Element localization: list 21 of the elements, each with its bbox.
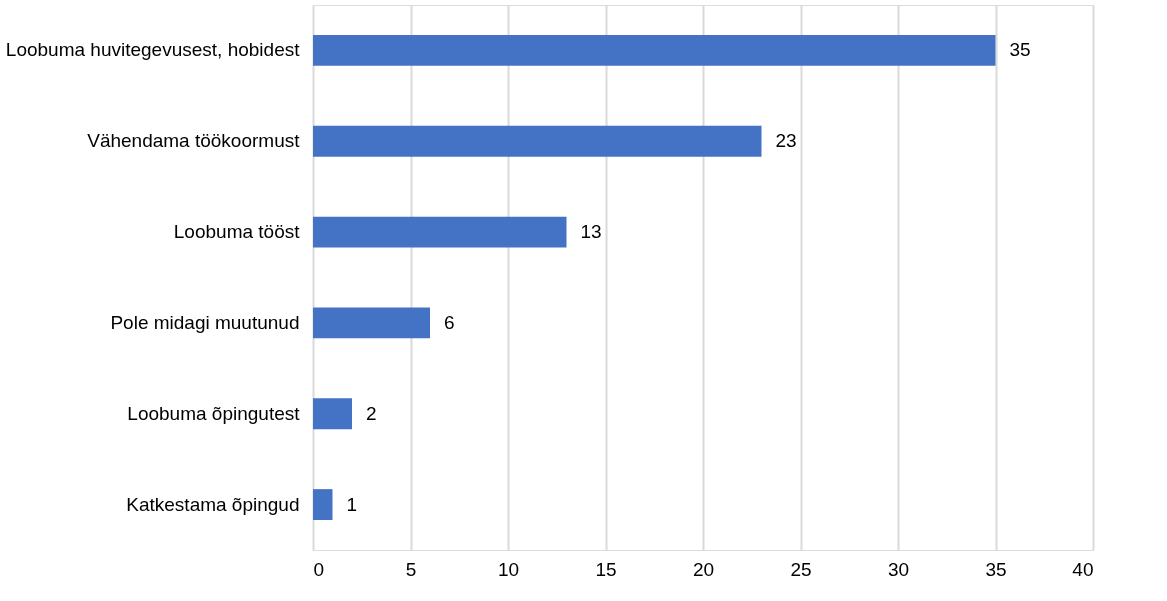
data-label: 2 (366, 402, 377, 424)
y-tick-label: Loobuma huvitegevusest, hobidest (5, 39, 301, 61)
data-label: 1 (346, 493, 358, 515)
y-tick-label: Loobuma õpingutest (127, 402, 301, 424)
x-tick-label: 25 (790, 558, 812, 580)
data-label: 6 (444, 311, 455, 333)
x-tick-label: 40 (1072, 558, 1094, 580)
y-tick-label: Vähendama töökoormust (87, 130, 301, 152)
x-tick-label: 10 (497, 558, 520, 580)
y-tick-label: Pole midagi muutunud (110, 311, 300, 333)
x-tick-label: 30 (887, 558, 910, 580)
data-label: 23 (775, 130, 797, 152)
x-tick-label: 5 (405, 558, 417, 580)
data-label: 13 (580, 221, 602, 243)
y-tick-label: Loobuma tööst (173, 221, 301, 243)
x-tick-label: 15 (595, 558, 617, 580)
data-label: 35 (1009, 39, 1031, 61)
y-tick-label: Katkestama õpingud (126, 493, 300, 515)
x-tick-label: 35 (985, 558, 1007, 580)
x-tick-label: 0 (313, 558, 325, 580)
x-tick-label: 20 (692, 558, 715, 580)
